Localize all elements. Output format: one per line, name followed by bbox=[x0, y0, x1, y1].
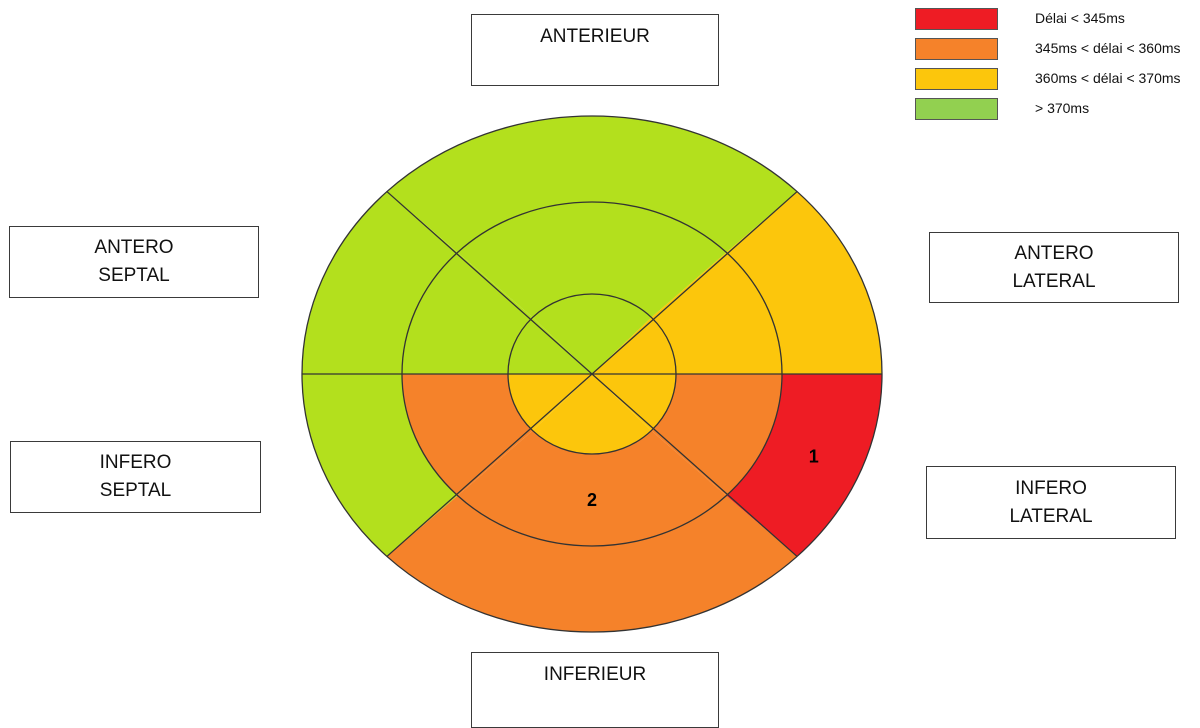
region-label-infero-septal: INFERO SEPTAL bbox=[10, 441, 261, 513]
segment-middle-inferoseptal bbox=[402, 374, 533, 496]
segment-inner-inferoseptal bbox=[508, 374, 592, 431]
segment-inner-inferolateral bbox=[592, 374, 676, 431]
segment-outer-anterolateral bbox=[726, 191, 882, 374]
legend-item: 360ms < délai < 370ms bbox=[915, 68, 1195, 98]
region-label-line: INFERO bbox=[1015, 477, 1087, 499]
segment-number-label: 1 bbox=[809, 446, 819, 466]
segment-inner-inferior bbox=[532, 374, 652, 454]
segment-outer-anteroseptal bbox=[302, 191, 458, 374]
region-label-line: ANTERO bbox=[1014, 242, 1094, 264]
segment-number-label: 2 bbox=[587, 490, 597, 510]
segment-middle-inferolateral bbox=[651, 374, 782, 496]
segment-outer-anterior bbox=[386, 116, 798, 253]
region-label-line: SEPTAL bbox=[98, 265, 170, 286]
region-label-line: LATERAL bbox=[1012, 270, 1096, 292]
region-label-line: INFERIEUR bbox=[543, 664, 647, 685]
segment-middle-inferior bbox=[457, 430, 727, 546]
region-label-line: SEPTAL bbox=[99, 480, 172, 501]
segment-divider bbox=[386, 191, 798, 557]
region-label-anterieur: ANTERIEUR bbox=[471, 14, 719, 86]
legend-label: Délai < 345ms bbox=[1035, 10, 1125, 26]
legend-label: > 370ms bbox=[1035, 100, 1090, 116]
region-label-infero-lateral: INFERO LATERAL bbox=[926, 466, 1176, 539]
region-label-antero-septal: ANTERO SEPTAL bbox=[9, 226, 259, 298]
legend-swatch bbox=[915, 38, 998, 60]
region-label-line: ANTERO bbox=[94, 237, 174, 259]
segment-outer-inferoseptal bbox=[302, 374, 458, 557]
legend-item: Délai < 345ms bbox=[915, 8, 1195, 38]
segment-inner-anterolateral bbox=[592, 317, 676, 374]
legend-item: 345ms < délai < 360ms bbox=[915, 38, 1195, 68]
region-label-antero-lateral: ANTERO LATERAL bbox=[929, 232, 1179, 303]
segment-outer-inferolateral bbox=[726, 374, 882, 557]
segment-middle-anterolateral bbox=[651, 252, 782, 374]
legend-swatch bbox=[915, 98, 998, 120]
segment-inner-anterior bbox=[532, 294, 652, 374]
segment-outer-inferior bbox=[386, 495, 798, 632]
legend-item: > 370ms bbox=[915, 98, 1195, 128]
legend-swatch bbox=[915, 8, 998, 30]
region-label-inferieur: INFERIEUR bbox=[471, 652, 719, 728]
legend-label: 360ms < délai < 370ms bbox=[1035, 70, 1181, 86]
legend-swatch bbox=[915, 68, 998, 90]
legend: Délai < 345ms 345ms < délai < 360ms 360m… bbox=[915, 8, 1195, 128]
segment-middle-anteroseptal bbox=[402, 252, 533, 374]
segment-middle-anterior bbox=[457, 202, 727, 318]
legend-label: 345ms < délai < 360ms bbox=[1035, 40, 1181, 56]
region-label-line: INFERO bbox=[99, 452, 172, 474]
segment-inner-anteroseptal bbox=[508, 317, 592, 374]
region-label-line: ANTERIEUR bbox=[540, 26, 650, 47]
region-label-line: LATERAL bbox=[1009, 505, 1093, 527]
